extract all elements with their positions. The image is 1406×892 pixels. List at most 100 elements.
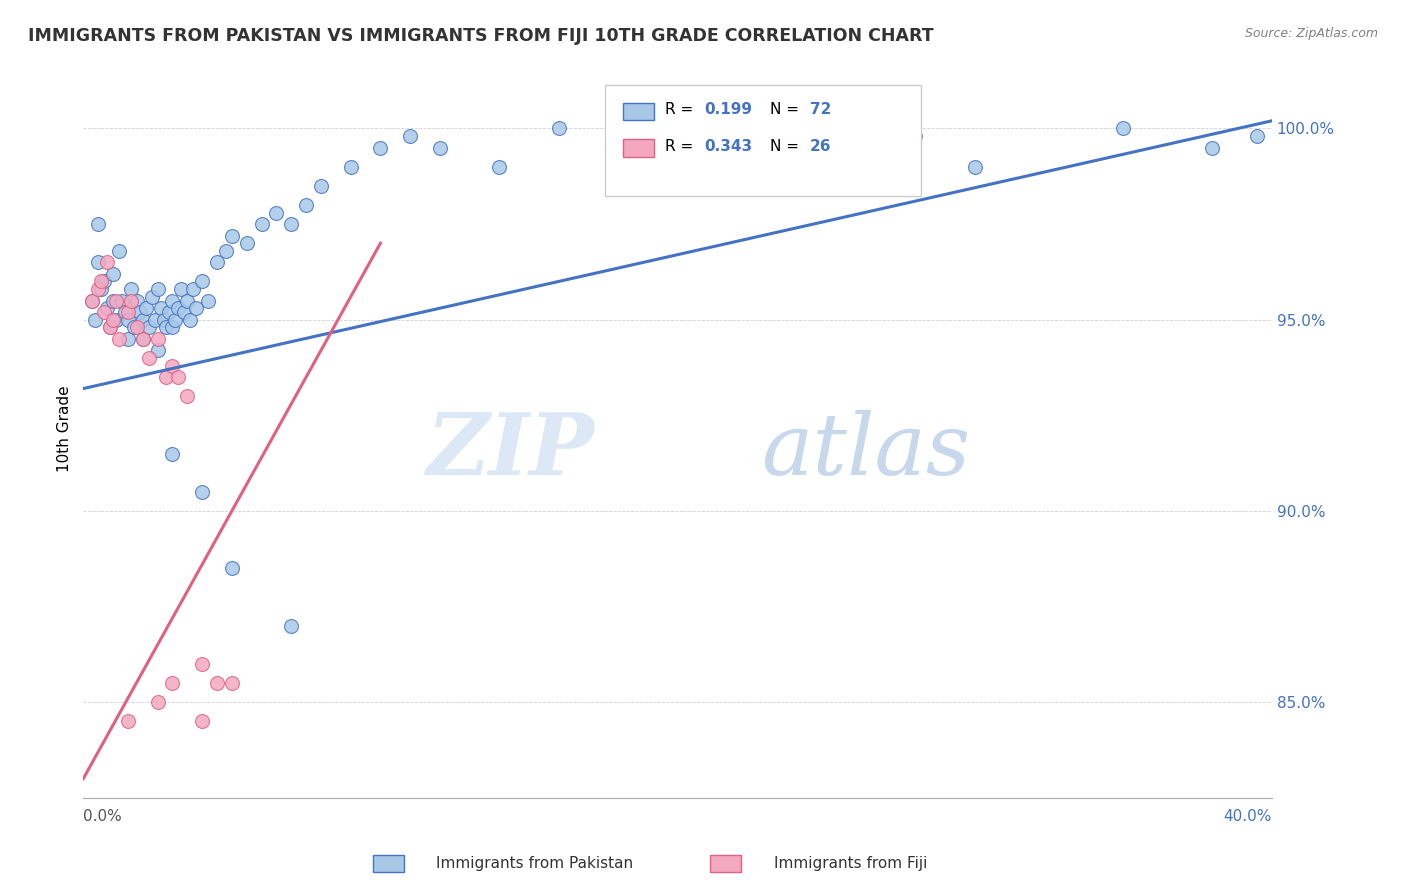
Point [191,657,214,671]
Text: atlas: atlas [761,409,970,492]
Text: 26: 26 [810,139,831,153]
Point [167,370,190,384]
Point [93,275,115,289]
Point [266,205,288,219]
Point [488,160,510,174]
Point [186,301,208,316]
Point [138,351,160,365]
Point [146,343,169,358]
Point [104,293,127,308]
Point [98,320,121,334]
Text: 0.343: 0.343 [704,139,752,153]
Text: Source: ZipAtlas.com: Source: ZipAtlas.com [1244,27,1378,40]
Point [162,320,184,334]
Point [101,267,124,281]
Point [295,198,318,212]
Text: N =: N = [770,139,804,153]
Point [120,293,142,308]
Text: ZIP: ZIP [426,409,595,492]
Point [93,305,115,319]
Point [141,290,163,304]
Y-axis label: 10th Grade: 10th Grade [58,385,72,472]
Text: Immigrants from Pakistan: Immigrants from Pakistan [436,856,633,871]
Point [114,305,136,319]
Point [197,293,219,308]
Point [904,129,927,144]
Text: R =: R = [665,139,699,153]
Text: N =: N = [770,103,804,117]
Point [181,282,204,296]
Point [104,312,127,326]
Point [149,301,172,316]
Point [125,293,148,308]
Text: 0.0%: 0.0% [83,809,122,824]
Point [108,244,131,258]
Point [98,320,121,334]
Point [309,178,332,193]
Point [399,129,422,144]
Point [1246,129,1268,144]
Point [250,217,273,231]
Point [90,275,112,289]
Text: 0.199: 0.199 [704,103,752,117]
Point [963,160,986,174]
Point [235,236,257,251]
Point [146,282,169,296]
Point [205,676,228,690]
Point [146,332,169,346]
Point [1201,140,1223,154]
Point [120,282,142,296]
Point [666,129,689,144]
Point [152,312,174,326]
Point [132,332,155,346]
Point [205,255,228,269]
Text: 72: 72 [810,103,831,117]
Text: Immigrants from Fiji: Immigrants from Fiji [773,856,928,871]
Point [370,140,392,154]
Point [122,320,145,334]
Point [87,217,110,231]
Point [280,217,302,231]
Point [755,121,778,136]
Point [165,312,187,326]
Point [162,293,184,308]
Point [221,561,243,575]
Point [87,255,110,269]
Point [128,305,150,319]
Point [101,312,124,326]
Point [155,370,177,384]
Point [155,320,177,334]
Point [1112,121,1135,136]
Point [117,332,139,346]
Point [125,320,148,334]
Point [215,244,238,258]
Point [429,140,451,154]
Point [159,305,181,319]
Point [173,305,195,319]
Point [280,618,302,632]
Point [138,320,160,334]
Text: R =: R = [665,103,699,117]
Point [607,140,630,154]
Point [179,312,201,326]
Point [547,121,569,136]
Text: 40.0%: 40.0% [1223,809,1272,824]
Point [176,389,198,403]
Point [339,160,361,174]
Point [111,293,134,308]
Point [143,312,166,326]
Point [191,484,214,499]
Point [132,312,155,326]
Point [101,293,124,308]
Point [108,332,131,346]
Point [117,312,139,326]
Point [90,282,112,296]
Point [84,312,107,326]
Point [176,293,198,308]
Text: IMMIGRANTS FROM PAKISTAN VS IMMIGRANTS FROM FIJI 10TH GRADE CORRELATION CHART: IMMIGRANTS FROM PAKISTAN VS IMMIGRANTS F… [28,27,934,45]
Point [135,301,157,316]
Point [221,676,243,690]
Point [132,332,155,346]
Point [96,255,118,269]
Point [96,301,118,316]
